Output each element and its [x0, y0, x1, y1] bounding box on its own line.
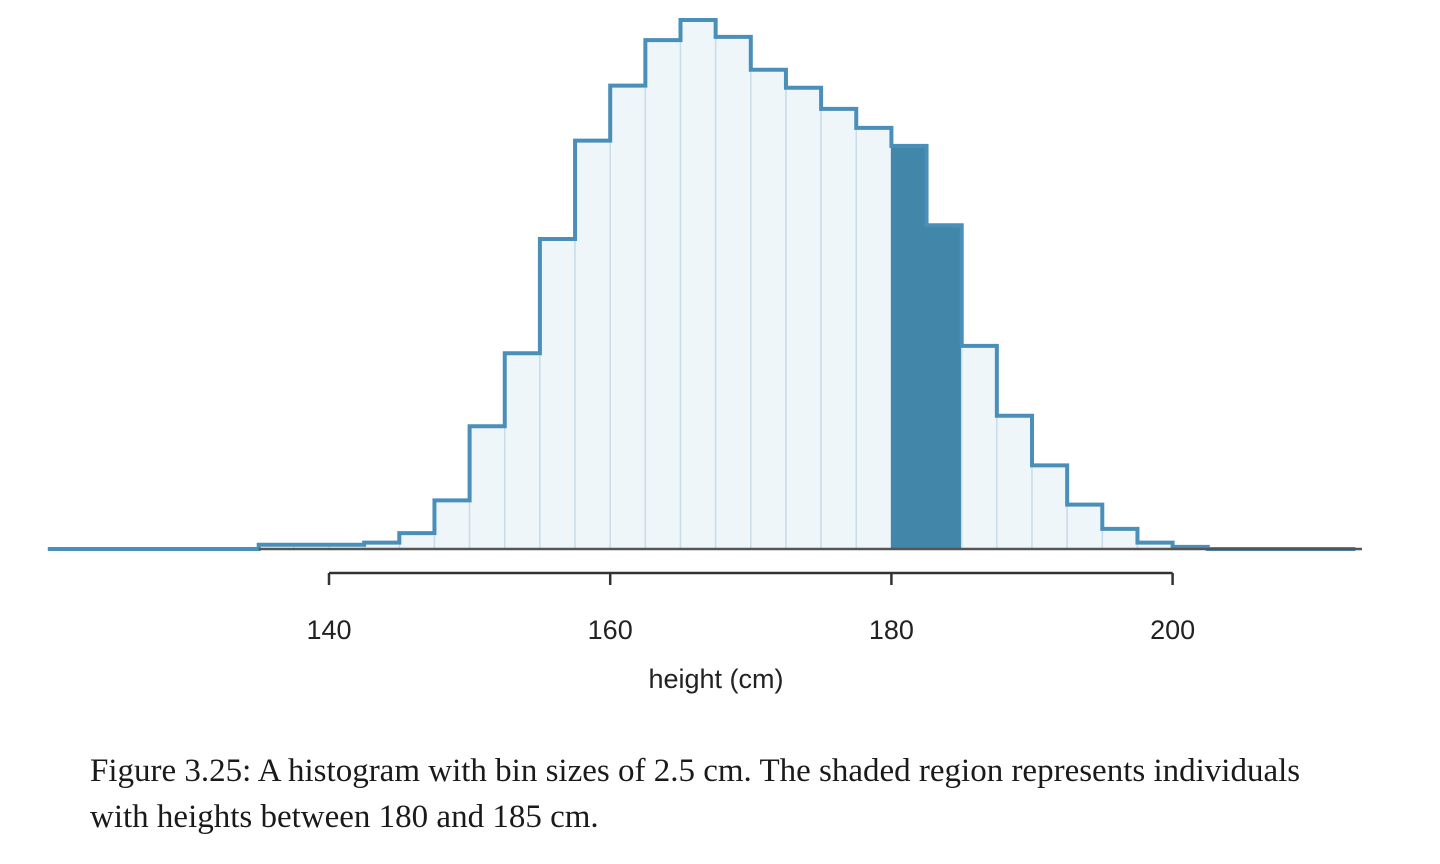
histogram-chart: 140 160 180 200 height (cm)	[47, 18, 1362, 694]
x-tick-label: 160	[588, 615, 633, 645]
x-axis: 140 160 180 200	[306, 571, 1195, 645]
histogram-bar	[1101, 528, 1139, 550]
histogram-bar	[996, 414, 1033, 550]
histogram-bar	[960, 345, 998, 550]
x-axis-title: height (cm)	[648, 664, 783, 694]
histogram-bar	[468, 425, 506, 550]
histogram-bar-shaded	[926, 224, 963, 550]
x-tick-label: 200	[1150, 615, 1195, 645]
x-tick-label: 180	[869, 615, 914, 645]
histogram-outline	[47, 18, 1356, 551]
histogram-bar	[714, 36, 752, 550]
histogram-bar	[679, 19, 717, 550]
histogram-bars	[257, 19, 1209, 550]
histogram-bar	[574, 139, 611, 550]
histogram-bar	[1031, 464, 1068, 550]
histogram-bar	[750, 68, 787, 550]
histogram-bar	[504, 352, 541, 550]
figure-caption: Figure 3.25: A histogram with bin sizes …	[90, 753, 1301, 835]
histogram-bar	[820, 108, 857, 550]
histogram-bar	[785, 86, 822, 550]
histogram-bar	[855, 127, 893, 550]
histogram-bar	[644, 39, 682, 550]
x-tick-label: 140	[306, 615, 351, 645]
histogram-bar	[1066, 503, 1104, 550]
histogram-bar	[539, 238, 576, 550]
histogram-bar	[433, 499, 471, 550]
histogram-bar-shaded	[890, 145, 928, 550]
histogram-bar	[609, 84, 647, 550]
histogram-overlay	[47, 18, 1362, 551]
histogram-bar	[398, 532, 436, 550]
